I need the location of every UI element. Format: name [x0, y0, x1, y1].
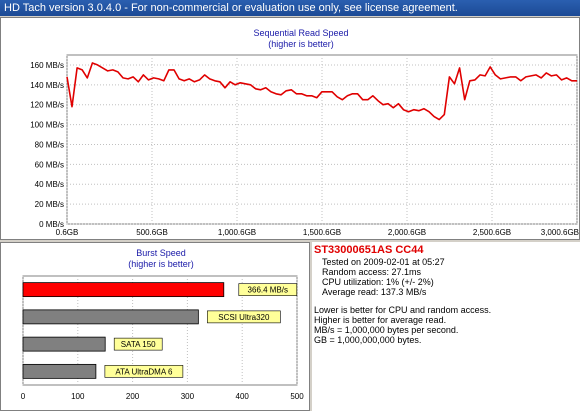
- read-speed-chart: Sequential Read Speed (higher is better)…: [30, 28, 579, 237]
- random-access: Random access: 27.1ms: [322, 267, 422, 277]
- read-y-tick-label: 80 MB/s: [35, 140, 64, 149]
- note-line: Higher is better for average read.: [314, 315, 447, 325]
- read-y-tick-label: 140 MB/s: [30, 81, 64, 90]
- read-y-tick-label: 160 MB/s: [30, 61, 64, 70]
- read-y-tick-label: 100 MB/s: [30, 121, 64, 130]
- burst-x-tick-label: 200: [126, 392, 140, 401]
- read-x-tick-label: 0.6GB: [56, 228, 79, 237]
- read-y-tick-label: 40 MB/s: [35, 180, 64, 189]
- burst-bar-label: SATA 150: [121, 340, 156, 349]
- read-x-tick-label: 500.6GB: [136, 228, 168, 237]
- read-x-tick-label: 2,000.6GB: [388, 228, 426, 237]
- read-speed-panel: Sequential Read Speed (higher is better)…: [0, 17, 580, 240]
- burst-bar: [22, 282, 225, 298]
- burst-bar-label-box: [104, 365, 184, 378]
- note-line: Lower is better for CPU and random acces…: [314, 305, 492, 315]
- burst-bar-label: 366.4 MB/s: [248, 286, 288, 295]
- read-y-tick-label: 60 MB/s: [35, 160, 64, 169]
- drive-model: ST33000651AS CC44: [314, 244, 424, 256]
- burst-x-tick-label: 300: [181, 392, 195, 401]
- burst-x-tick-label: 400: [236, 392, 250, 401]
- window-title: HD Tach version 3.0.4.0 - For non-commer…: [0, 0, 580, 16]
- note-line: GB = 1,000,000,000 bytes.: [314, 335, 422, 345]
- average-read: Average read: 137.3 MB/s: [322, 287, 427, 297]
- test-date: Tested on 2009-02-01 at 05:27: [322, 257, 445, 267]
- burst-chart-subtitle: (higher is better): [128, 259, 194, 269]
- burst-speed-chart: Burst Speed (higher is better) 366.4 MB/…: [21, 248, 304, 401]
- read-x-tick-label: 2,500.6GB: [473, 228, 511, 237]
- burst-x-tick-label: 100: [71, 392, 85, 401]
- read-y-tick-label: 20 MB/s: [35, 200, 64, 209]
- burst-bar-label-box: [113, 337, 163, 351]
- burst-bar-label: SCSI Ultra320: [218, 313, 270, 322]
- burst-bar-label-box: [238, 283, 298, 296]
- read-y-tick-label: 120 MB/s: [30, 101, 64, 110]
- burst-bar: [22, 363, 97, 379]
- burst-bar: [22, 336, 106, 352]
- burst-x-tick-label: 0: [21, 392, 26, 401]
- burst-bar: [22, 309, 199, 325]
- read-speed-series-line: [66, 62, 577, 121]
- read-chart-subtitle: (higher is better): [268, 39, 334, 49]
- drive-info-panel: ST33000651AS CC44 Tested on 2009-02-01 a…: [312, 242, 580, 411]
- burst-speed-panel: Burst Speed (higher is better) 366.4 MB/…: [0, 242, 310, 411]
- read-x-tick-label: 3,000.6GB: [541, 228, 579, 237]
- burst-chart-title: Burst Speed: [136, 248, 186, 258]
- read-chart-title: Sequential Read Speed: [253, 28, 348, 38]
- read-y-tick-label: 0 MB/s: [39, 220, 64, 229]
- read-x-tick-label: 1,500.6GB: [303, 228, 341, 237]
- burst-bar-label-box: [207, 310, 281, 324]
- read-x-tick-label: 1,000.6GB: [218, 228, 256, 237]
- burst-bar-label: ATA UltraDMA 6: [115, 367, 173, 376]
- burst-x-tick-label: 500: [290, 392, 304, 401]
- note-line: MB/s = 1,000,000 bytes per second.: [314, 325, 459, 335]
- cpu-utilization: CPU utilization: 1% (+/- 2%): [322, 277, 434, 287]
